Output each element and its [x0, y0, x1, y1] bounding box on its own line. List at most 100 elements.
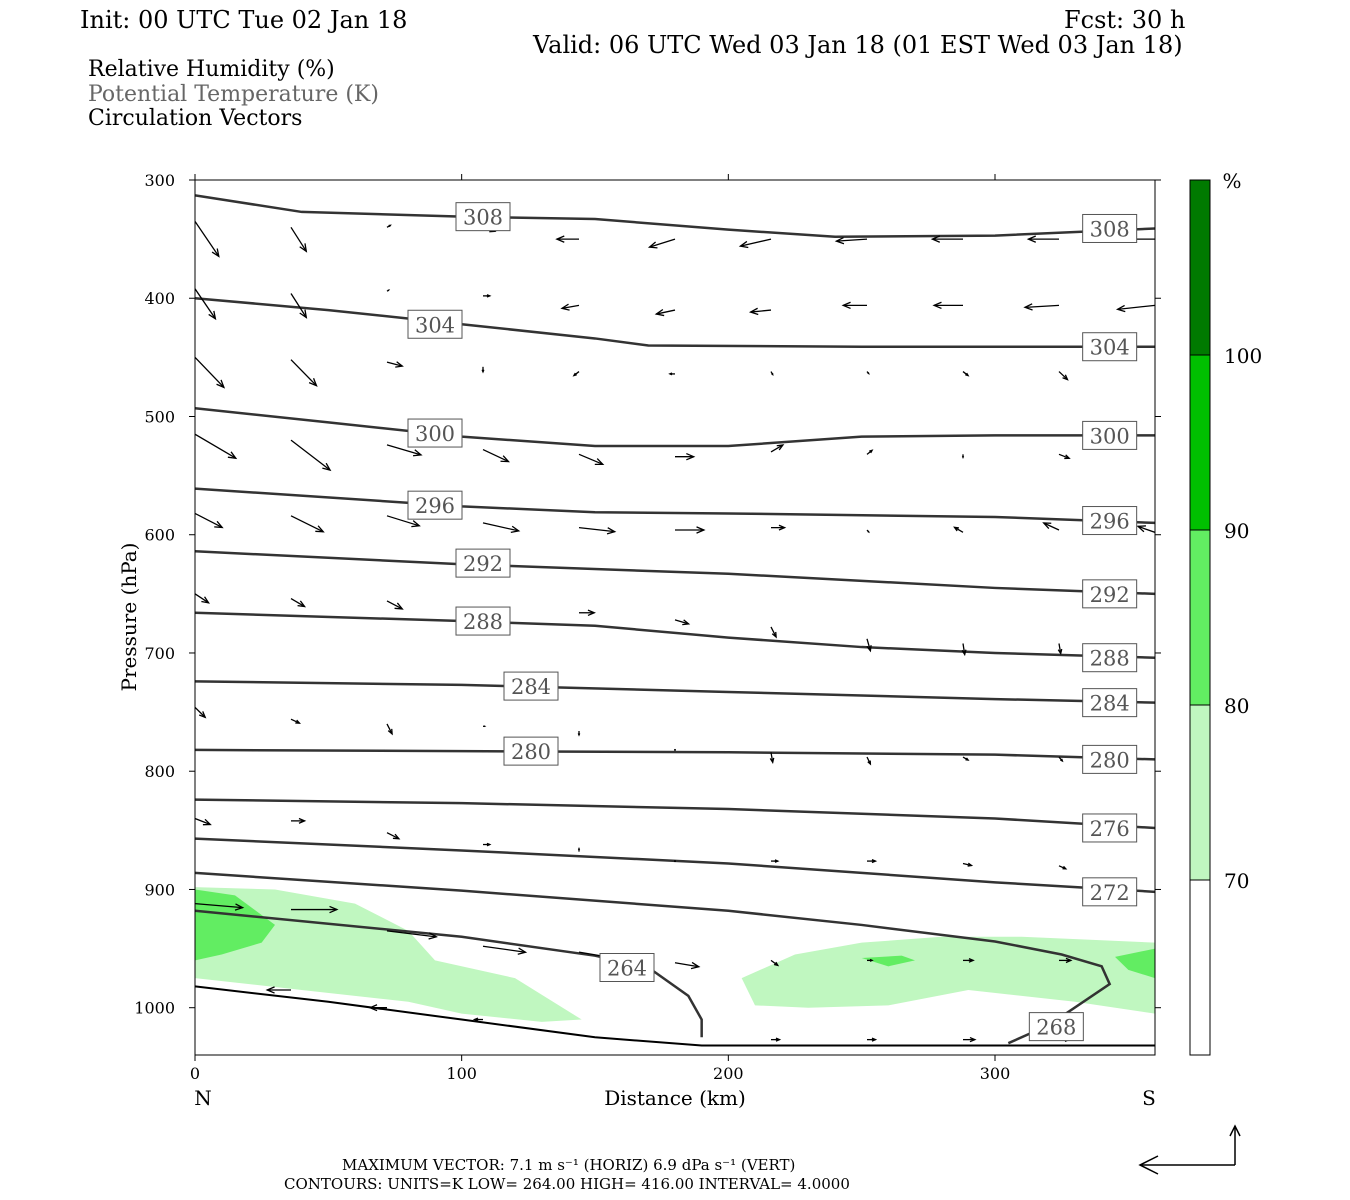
- circulation-vector: [771, 1037, 782, 1042]
- circulation-vector: [654, 308, 676, 317]
- circulation-vector: [578, 453, 605, 465]
- contour-label: 292: [463, 552, 503, 576]
- plot-frame: [194, 179, 1156, 1056]
- circulation-vector: [930, 235, 963, 243]
- reference-vector-icon: [1138, 1124, 1241, 1175]
- circulation-vector: [674, 860, 676, 863]
- theta-contour: [195, 550, 1155, 596]
- contour-label-box: [1082, 744, 1138, 774]
- circulation-vector: [482, 945, 528, 955]
- max-vector-text: MAXIMUM VECTOR: 7.1 m s⁻¹ (HORIZ) 6.9 dP…: [342, 1156, 796, 1174]
- contour-label-box: [1082, 688, 1138, 718]
- contour-label-box: [1028, 1012, 1084, 1042]
- theta-contour: [195, 798, 1155, 830]
- circulation-vector: [932, 301, 963, 310]
- forecast-hour: Fcst: 30 h: [1064, 6, 1186, 34]
- circulation-vector: [738, 238, 772, 249]
- y-tick-label: 900: [144, 880, 175, 899]
- contour-label: 308: [463, 206, 503, 230]
- humidity-region: [741, 936, 1155, 1014]
- init-time: Init: 00 UTC Tue 02 Jan 18: [80, 6, 408, 34]
- contour-label: 276: [1090, 817, 1130, 841]
- theta-contour: [195, 871, 1112, 1045]
- y-tick-label: 800: [144, 762, 175, 781]
- circulation-vector: [560, 303, 580, 311]
- circulation-vector: [265, 986, 291, 994]
- contour-label: 268: [1036, 1016, 1076, 1040]
- circulation-vector: [386, 515, 421, 528]
- circulation-vector: [386, 224, 392, 228]
- circulation-vector: [483, 294, 492, 298]
- circulation-vector: [675, 526, 706, 534]
- contour-label-box: [1082, 332, 1138, 362]
- legend-relative-humidity: Relative Humidity (%): [88, 57, 335, 82]
- circulation-vector: [482, 522, 521, 533]
- circulation-vector: [290, 359, 318, 387]
- circulation-vector: [1058, 756, 1064, 763]
- circulation-vector: [961, 643, 967, 657]
- contour-label: 280: [1090, 748, 1130, 772]
- humidity-region: [1115, 948, 1155, 979]
- contour-label-box: [1082, 213, 1138, 243]
- humidity-region: [861, 955, 915, 967]
- circulation-vector: [770, 444, 785, 453]
- circulation-vector: [867, 858, 878, 864]
- circulation-vector: [674, 961, 701, 970]
- theta-contour: [195, 194, 1155, 239]
- circulation-vector: [195, 512, 224, 529]
- x-tick-label: 100: [446, 1064, 477, 1083]
- circulation-vector: [866, 529, 870, 534]
- circulation-vector: [675, 452, 696, 461]
- circulation-vector: [386, 723, 393, 736]
- circulation-vector: [770, 626, 777, 639]
- legend-circulation-vectors: Circulation Vectors: [88, 106, 303, 131]
- circulation-vector: [1059, 957, 1073, 964]
- contour-label: 284: [511, 675, 551, 699]
- circulation-vector: [1026, 235, 1059, 243]
- circulation-vector: [290, 226, 308, 253]
- contour-label: 264: [607, 957, 647, 981]
- circulation-vector: [195, 433, 238, 460]
- circulation-vector: [572, 371, 580, 377]
- contour-label: 284: [1090, 692, 1130, 716]
- x-axis-title: Distance (km): [604, 1086, 746, 1110]
- circulation-vector: [769, 752, 775, 764]
- circulation-vector: [290, 439, 332, 472]
- circulation-vector: [290, 515, 325, 533]
- circulation-vector: [290, 293, 308, 319]
- colorbar-unit: %: [1222, 169, 1241, 193]
- y-tick-label: 400: [144, 289, 175, 308]
- contour-label: 308: [1090, 217, 1130, 241]
- contour-label-box: [1082, 643, 1138, 673]
- contour-label-box: [1082, 813, 1138, 843]
- circulation-vector: [555, 235, 579, 243]
- circulation-vector: [748, 307, 772, 316]
- colorbar-segment: [1190, 705, 1210, 880]
- circulation-vector: [962, 756, 970, 761]
- contour-label-box: [455, 606, 511, 636]
- contour-label: 304: [415, 313, 455, 337]
- colorbar-frame: [1189, 179, 1211, 1056]
- circulation-vector: [867, 958, 874, 962]
- colorbar-label: 100: [1224, 344, 1262, 368]
- circulation-vector: [866, 449, 874, 455]
- circulation-vector: [1023, 303, 1060, 311]
- circulation-vectors: [195, 221, 1155, 1043]
- circulation-vector: [195, 356, 226, 389]
- circulation-vector: [866, 756, 872, 766]
- circulation-vector: [195, 221, 220, 258]
- circulation-vector: [368, 1004, 387, 1012]
- contour-label-box: [455, 548, 511, 578]
- contour-label: 288: [463, 610, 503, 634]
- circulation-vector: [577, 731, 581, 737]
- contour-label: 300: [415, 422, 455, 446]
- colorbar-segment: [1190, 530, 1210, 705]
- circulation-vector: [578, 526, 617, 535]
- circulation-vector: [866, 638, 872, 653]
- y-tick-label: 500: [144, 407, 175, 426]
- circulation-vector: [1058, 453, 1071, 460]
- contour-labels: 308 308 304 304 300 300 296 296 292 292 288 288 284 2…: [407, 202, 1138, 1042]
- contour-label-box: [599, 953, 655, 982]
- circulation-vector: [963, 958, 975, 963]
- ground-surface: [195, 985, 1155, 1047]
